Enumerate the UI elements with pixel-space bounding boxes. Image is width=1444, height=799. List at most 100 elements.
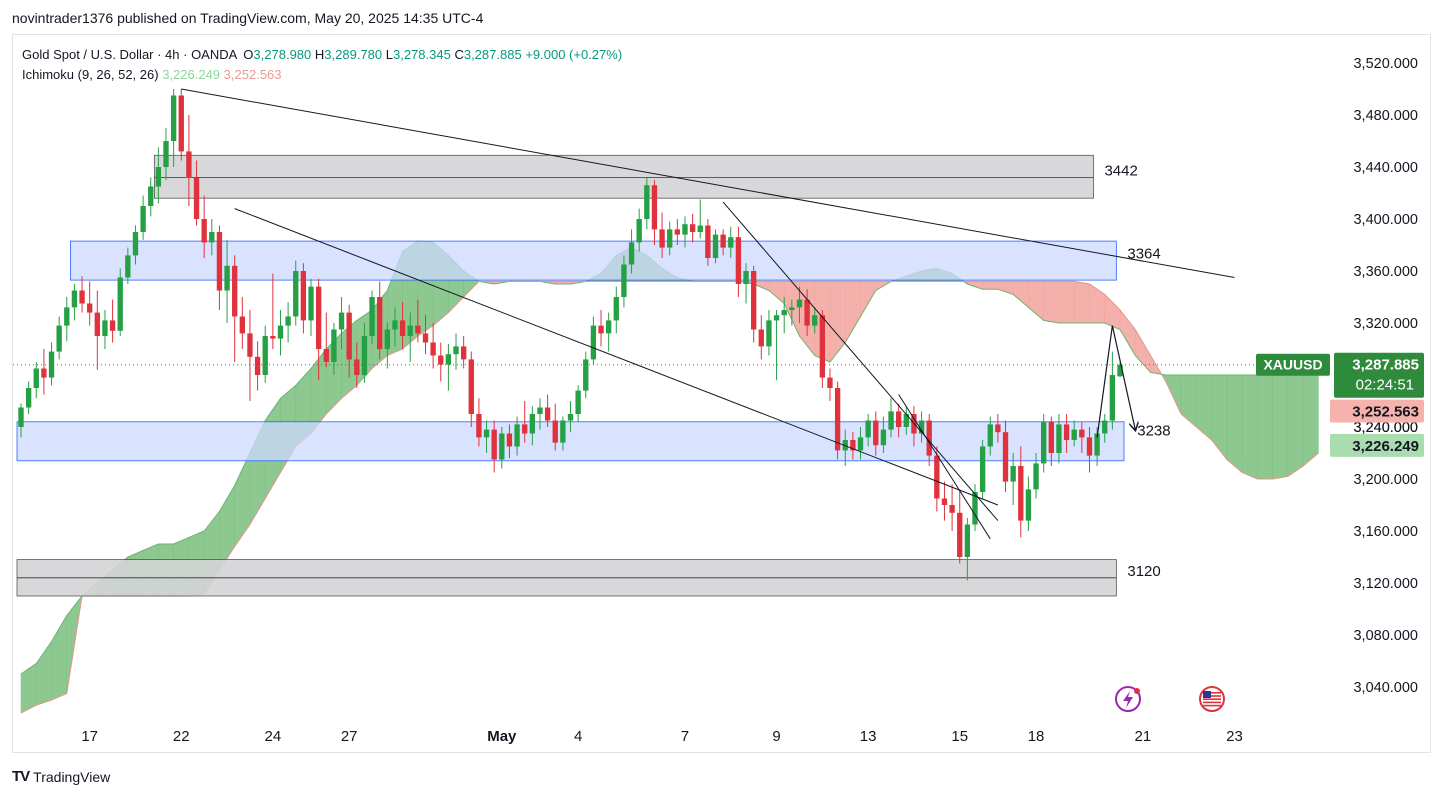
candle-body [651, 185, 658, 230]
x-axis-tick-label: 21 [1135, 728, 1152, 745]
candle-body [750, 271, 757, 330]
y-axis-tick-label: 3,040.000 [1353, 680, 1418, 696]
candle [682, 216, 688, 248]
candle-body [178, 95, 184, 152]
candle [300, 263, 307, 334]
lightning-event-icon[interactable] [1115, 686, 1141, 712]
candle-body [247, 333, 253, 357]
candle-body [254, 356, 261, 375]
candle-body [117, 277, 123, 331]
candle [1048, 416, 1054, 466]
candle-body [621, 264, 627, 297]
candle-body [720, 234, 726, 248]
candle [79, 276, 85, 313]
symbol-line[interactable]: Gold Spot / U.S. Dollar · 4h · OANDA [22, 47, 238, 62]
candle-body [163, 141, 169, 167]
candle-body [804, 299, 810, 326]
candle-body [277, 325, 284, 339]
candle-body [430, 342, 436, 356]
candle [812, 307, 818, 334]
candle-body [384, 329, 391, 349]
candle-body [499, 433, 505, 460]
candle [590, 316, 597, 365]
candle-body [25, 388, 32, 408]
candle-body [346, 312, 352, 360]
candle [941, 481, 948, 521]
candle-body [422, 333, 429, 343]
candle [987, 416, 993, 456]
candle [1117, 362, 1123, 378]
close-label: C [454, 47, 464, 62]
y-axis-tick-label: 3,160.000 [1353, 524, 1418, 540]
indicator-name[interactable]: Ichimoku (9, 26, 52, 26) [22, 67, 159, 82]
candle [705, 219, 711, 266]
y-axis-tick-label: 3,520.000 [1353, 56, 1418, 72]
candle-body [873, 420, 879, 446]
brand-name: TradingView [33, 768, 111, 785]
candle [636, 208, 642, 252]
trendline [898, 394, 991, 540]
candle [918, 411, 925, 443]
candle [560, 416, 566, 451]
candle-body [766, 320, 772, 347]
candle-body [323, 349, 329, 362]
y-axis-tick-label: 3,080.000 [1353, 628, 1418, 644]
candle-body [1025, 489, 1032, 521]
candle-body [613, 297, 619, 321]
last-price-tag [1334, 352, 1424, 398]
candle-body [491, 429, 497, 460]
chart-frame [12, 34, 1431, 753]
candle-body [361, 336, 368, 375]
candle-body [1102, 420, 1108, 434]
x-axis-tick-label: 4 [574, 728, 582, 745]
candle [773, 310, 780, 381]
candle-body [445, 354, 452, 365]
candle [270, 273, 276, 349]
change-value: +9.000 (+0.27%) [525, 47, 623, 62]
ichimoku-cloud-segment [1089, 283, 1106, 324]
candle-body [712, 234, 719, 258]
ichimoku-cloud-segment [1012, 281, 1029, 309]
span-a-value: 3,226.249 [162, 67, 221, 82]
span-b-price-tag [1330, 399, 1424, 423]
candle [163, 128, 169, 180]
candle-body [659, 229, 665, 248]
candle [659, 212, 665, 258]
candle-body [125, 255, 131, 278]
candle-body [689, 224, 696, 232]
candle [193, 160, 200, 226]
tradingview-footer[interactable]: TV TradingView [12, 768, 110, 785]
candle [48, 342, 55, 386]
candle-body [964, 524, 971, 557]
candle-body [789, 307, 795, 310]
senkou-span-b-line [20, 280, 1319, 714]
candle-body [972, 492, 978, 525]
candle [361, 323, 368, 383]
x-axis-tick-label: 23 [1226, 728, 1243, 745]
candle [1010, 453, 1016, 505]
candle-body [87, 303, 93, 313]
candle [392, 307, 398, 347]
support-resistance-zone-grey [153, 154, 1094, 199]
candle [491, 420, 497, 473]
ichimoku-cloud-segment [1073, 281, 1090, 324]
candle-body [460, 346, 467, 360]
candle-body [331, 329, 337, 362]
candle-body [1109, 375, 1116, 421]
candle-body [567, 414, 574, 421]
candle-body [209, 232, 215, 243]
candle-body [934, 455, 940, 499]
span-b-value: 3,252.563 [223, 67, 282, 82]
candle [1063, 414, 1070, 453]
candle-body [1048, 421, 1054, 453]
ichimoku-cloud-segment [829, 281, 846, 363]
candle [438, 342, 444, 382]
candle [224, 239, 230, 323]
candle [41, 349, 47, 395]
us-flag-event-icon[interactable] [1199, 686, 1225, 712]
candle-body [682, 224, 688, 235]
candle [750, 265, 757, 343]
candle-body [468, 359, 474, 414]
candle [315, 278, 322, 381]
